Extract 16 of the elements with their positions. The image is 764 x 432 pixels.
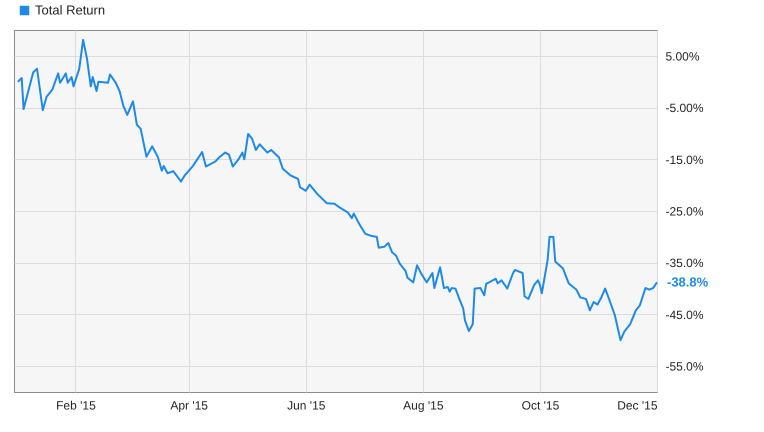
x-tick-label: Jun '15 (287, 398, 326, 412)
x-tick-label: Feb '15 (56, 398, 96, 412)
x-tick-label: Dec '15 (617, 398, 658, 412)
y-tick-label: -45.0% (666, 308, 704, 322)
annotation: -38.8% (667, 274, 709, 290)
y-tick-label: 5.00% (666, 49, 700, 64)
y-tick-label: -55.0% (666, 360, 704, 374)
x-tick-label: Apr '15 (170, 398, 208, 412)
y-tick-label: -5.00% (666, 101, 704, 116)
x-tick-label: Aug '15 (403, 398, 444, 412)
y-tick-label: -35.0% (666, 256, 704, 270)
y-tick-label: -15.0% (666, 152, 704, 167)
line-series (16, 38, 658, 342)
y-tick-label: -25.0% (666, 204, 704, 218)
x-tick-label: Oct '15 (522, 398, 560, 412)
legend-label: Total Return (35, 2, 106, 18)
